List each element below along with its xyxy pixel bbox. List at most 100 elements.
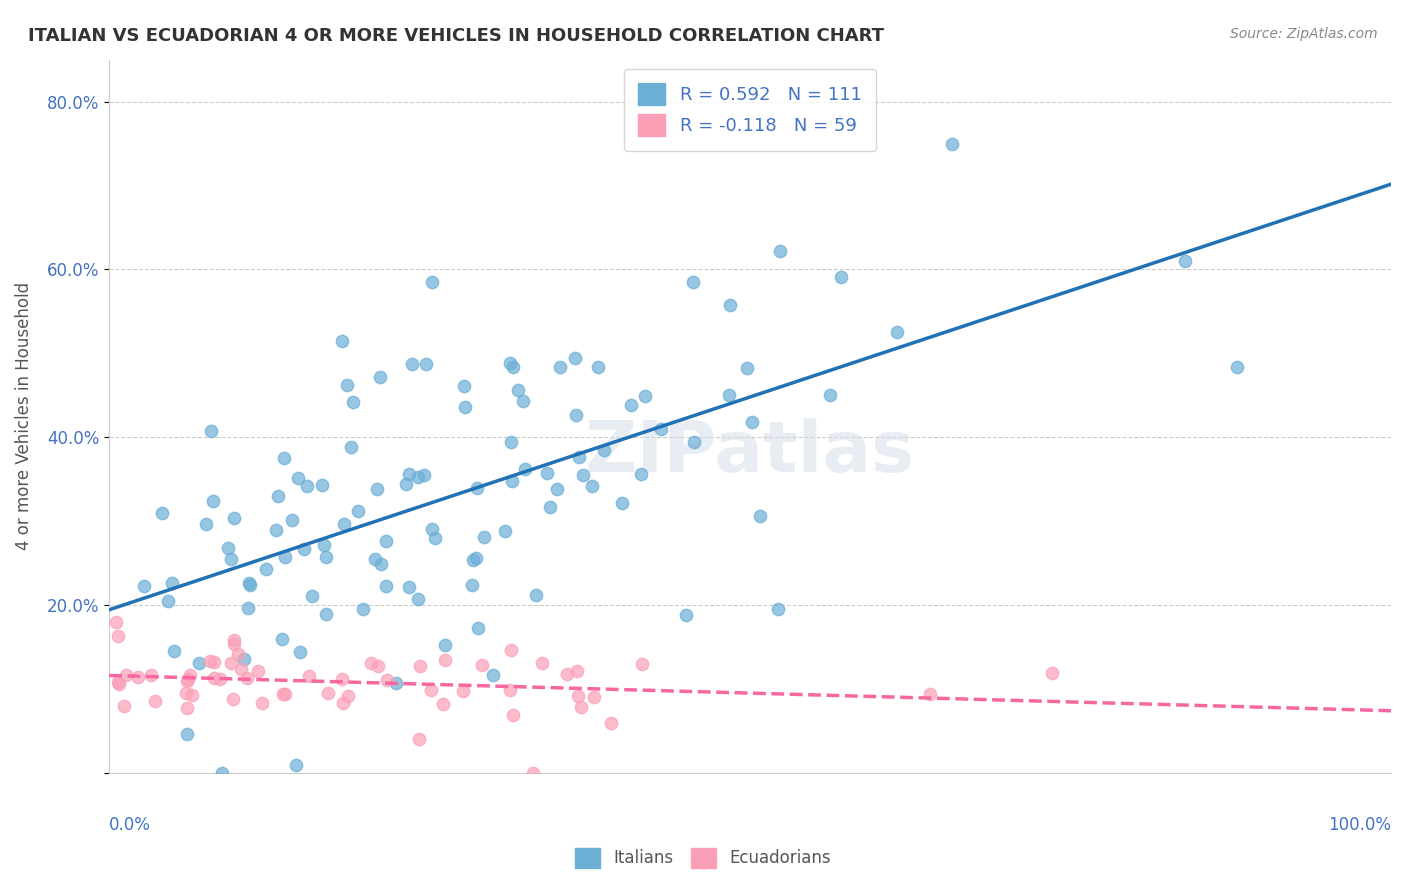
Point — [271, 632, 294, 646]
Point — [941, 136, 963, 151]
Point — [682, 275, 704, 289]
Point — [555, 666, 578, 681]
Point — [134, 579, 156, 593]
Point — [239, 578, 262, 592]
Point — [406, 470, 429, 484]
Point — [481, 668, 503, 682]
Point — [499, 435, 522, 450]
Point — [176, 685, 198, 699]
Point — [367, 659, 389, 673]
Point — [375, 579, 398, 593]
Point — [224, 638, 246, 652]
Point — [434, 653, 457, 667]
Point — [502, 707, 524, 722]
Point — [352, 601, 374, 615]
Point — [675, 607, 697, 622]
Point — [398, 580, 420, 594]
Point — [586, 359, 609, 374]
Point — [419, 682, 441, 697]
Point — [176, 701, 198, 715]
Point — [336, 378, 359, 392]
Point — [432, 698, 454, 712]
Point — [238, 575, 260, 590]
Point — [295, 479, 318, 493]
Point — [415, 358, 437, 372]
Point — [273, 450, 295, 465]
Point — [406, 591, 429, 606]
Point — [531, 656, 554, 670]
Point — [630, 467, 652, 482]
Point — [217, 541, 239, 556]
Point — [176, 674, 198, 689]
Point — [634, 389, 657, 403]
Point — [718, 298, 741, 312]
Point — [581, 478, 603, 492]
Point — [401, 357, 423, 371]
Point — [315, 549, 337, 564]
Point — [1040, 666, 1063, 681]
Point — [433, 638, 456, 652]
Point — [226, 647, 249, 661]
Point — [347, 504, 370, 518]
Point — [375, 673, 398, 688]
Point — [176, 672, 198, 686]
Point — [364, 552, 387, 566]
Point — [766, 601, 789, 615]
Point — [339, 440, 361, 454]
Point — [550, 360, 572, 375]
Point — [311, 478, 333, 492]
Point — [564, 351, 586, 366]
Point — [201, 494, 224, 508]
Point — [420, 275, 443, 289]
Point — [423, 531, 446, 545]
Point — [453, 378, 475, 392]
Point — [748, 508, 770, 523]
Point — [287, 470, 309, 484]
Point — [176, 727, 198, 741]
Point — [198, 654, 221, 668]
Point — [741, 415, 763, 429]
Point — [107, 677, 129, 691]
Point — [222, 511, 245, 525]
Point — [540, 500, 562, 515]
Point — [499, 682, 522, 697]
Point — [682, 435, 704, 450]
Point — [112, 698, 135, 713]
Point — [465, 550, 488, 565]
Point — [513, 462, 536, 476]
Point — [316, 686, 339, 700]
Point — [413, 468, 436, 483]
Point — [194, 517, 217, 532]
Point — [202, 655, 225, 669]
Text: ITALIAN VS ECUADORIAN 4 OR MORE VEHICLES IN HOUSEHOLD CORRELATION CHART: ITALIAN VS ECUADORIAN 4 OR MORE VEHICLES… — [28, 27, 884, 45]
Point — [229, 662, 252, 676]
Point — [830, 270, 852, 285]
Point — [494, 524, 516, 539]
Point — [254, 562, 277, 576]
Point — [285, 758, 308, 772]
Point — [422, 522, 444, 536]
Point — [818, 387, 841, 401]
Point — [593, 442, 616, 457]
Point — [252, 697, 274, 711]
Point — [236, 601, 259, 615]
Point — [370, 557, 392, 571]
Legend: R = 0.592   N = 111, R = -0.118   N = 59: R = 0.592 N = 111, R = -0.118 N = 59 — [624, 69, 876, 151]
Point — [508, 384, 530, 398]
Point — [200, 424, 222, 438]
Point — [150, 506, 173, 520]
Point — [224, 633, 246, 648]
Point — [301, 589, 323, 603]
Point — [312, 538, 335, 552]
Point — [156, 594, 179, 608]
Point — [918, 687, 941, 701]
Point — [107, 674, 129, 689]
Point — [264, 523, 287, 537]
Point — [408, 732, 430, 747]
Point — [502, 359, 524, 374]
Point — [315, 607, 337, 622]
Point — [384, 676, 406, 690]
Point — [247, 664, 270, 678]
Legend: Italians, Ecuadorians: Italians, Ecuadorians — [569, 841, 837, 875]
Point — [127, 670, 149, 684]
